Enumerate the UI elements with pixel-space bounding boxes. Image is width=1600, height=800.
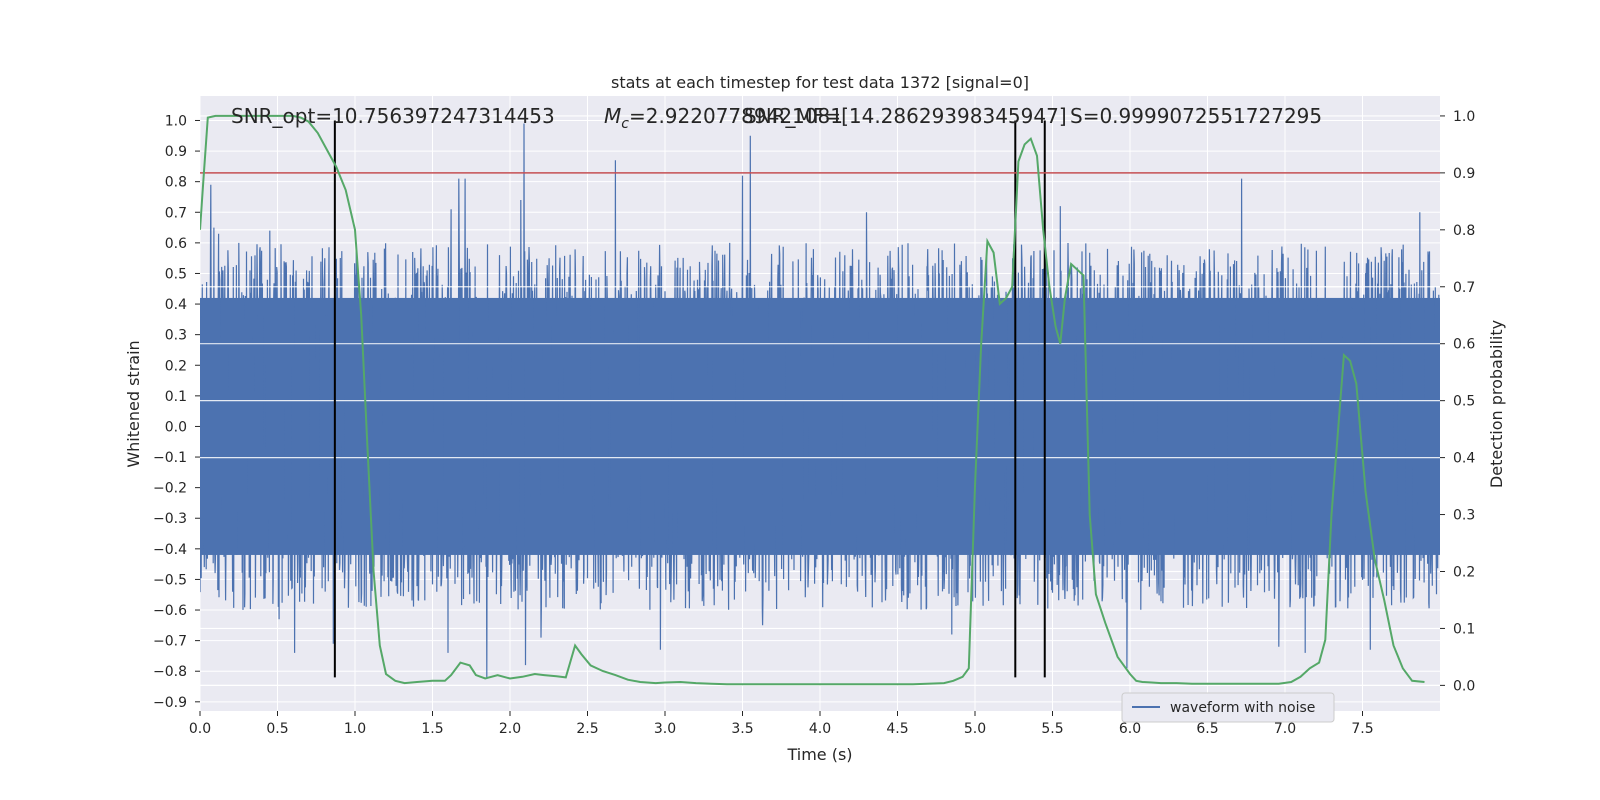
annotation-snr-opt: SNR_opt=10.756397247314453: [231, 104, 555, 128]
x-tick-label-13: 6.5: [1196, 721, 1218, 737]
y-left-tick-label-6: −0.3: [153, 511, 187, 527]
x-tick-label-0: 0.0: [189, 721, 211, 737]
y-left-tick-label-2: −0.7: [153, 634, 187, 650]
y-right-tick-label-0: 0.0: [1453, 678, 1475, 694]
annotation-mc: Mc=2.92207789421081: [604, 104, 843, 132]
y-right-tick-label-10: 1.0: [1453, 109, 1475, 125]
y-right-tick-label-7: 0.7: [1453, 280, 1475, 296]
chart-title: stats at each timestep for test data 137…: [611, 73, 1029, 92]
y-right-tick-label-6: 0.6: [1453, 337, 1475, 353]
y-right-tick-label-8: 0.8: [1453, 223, 1475, 239]
x-tick-label-3: 1.5: [421, 721, 443, 737]
annotation-s: S=0.9999072551727295: [1070, 104, 1322, 128]
y-left-tick-label-12: 0.3: [165, 328, 187, 344]
x-tick-label-8: 4.0: [809, 721, 831, 737]
x-tick-label-11: 5.5: [1041, 721, 1063, 737]
y-left-tick-label-8: −0.1: [153, 450, 187, 466]
y-left-tick-label-17: 0.8: [165, 175, 187, 191]
y-left-tick-label-16: 0.7: [165, 205, 187, 221]
annotation-mc-sub: c: [621, 116, 629, 132]
y-right-tick-label-9: 0.9: [1453, 166, 1475, 182]
x-tick-label-2: 1.0: [344, 721, 366, 737]
y-left-tick-label-3: −0.6: [153, 603, 187, 619]
y-right-tick-label-5: 0.5: [1453, 394, 1475, 410]
y-left-tick-label-10: 0.1: [165, 389, 187, 405]
x-axis-label: Time (s): [786, 745, 852, 764]
y-left-tick-label-18: 0.9: [165, 144, 187, 160]
annotation-mc-symbol: M: [604, 104, 621, 128]
legend-box: [1121, 692, 1335, 723]
x-tick-label-5: 2.5: [576, 721, 598, 737]
x-tick-label-12: 6.0: [1119, 721, 1141, 737]
x-tick-label-1: 0.5: [266, 721, 288, 737]
x-tick-label-9: 4.5: [886, 721, 908, 737]
legend: waveform with noise: [1121, 692, 1335, 723]
x-tick-label-14: 7.0: [1274, 721, 1296, 737]
x-tick-label-10: 5.0: [964, 721, 986, 737]
x-ticks: 0.0 0.5 1.0 1.5 2.0 2.5 3.0 3.5 4.0 4.5 5.0 5.5 6.0 6…: [189, 711, 1374, 737]
y-left-tick-label-15: 0.6: [165, 236, 187, 252]
annotation-mc-value: =2.92207789421081: [629, 104, 843, 128]
y-left-tick-label-7: −0.2: [153, 481, 187, 497]
y-left-tick-label-11: 0.2: [165, 358, 187, 374]
waveform-series: [200, 123, 1440, 678]
y-left-tick-label-4: −0.5: [153, 572, 187, 588]
x-tick-label-6: 3.0: [654, 721, 676, 737]
x-tick-label-15: 7.5: [1351, 721, 1373, 737]
y-right-tick-label-3: 0.3: [1453, 508, 1475, 524]
grid-overlay: [200, 286, 1440, 459]
y-left-tick-label-19: 1.0: [165, 113, 187, 129]
legend-label: waveform with noise: [1170, 700, 1315, 716]
y-left-tick-label-9: 0.0: [165, 419, 187, 435]
probability-series: [200, 114, 1425, 686]
y-ticks-left: −0.9 −0.8 −0.7 −0.6 −0.5 −0.4 −0.3 −0.2 −0.1 0.0 0…: [153, 113, 200, 711]
y-axis-label-right: Detection probability: [1487, 320, 1506, 488]
y-right-tick-label-4: 0.4: [1453, 451, 1475, 467]
x-tick-label-7: 3.5: [731, 721, 753, 737]
y-left-tick-label-5: −0.4: [153, 542, 187, 558]
y-left-tick-label-13: 0.4: [165, 297, 187, 313]
y-left-tick-label-1: −0.8: [153, 664, 187, 680]
y-ticks-right: 0.0 0.1 0.2 0.3 0.4 0.5 0.6 0.7 0.8 0.9 1.0: [1440, 109, 1475, 694]
x-tick-label-4: 2.0: [499, 721, 521, 737]
annotation-snr-mf: SNR_MF=[14.28629398345947]: [744, 104, 1067, 128]
y-right-tick-label-1: 0.1: [1453, 621, 1475, 637]
waveform-line: [200, 123, 1440, 678]
y-right-tick-label-2: 0.2: [1453, 564, 1475, 580]
y-axis-label-left: Whitened strain: [124, 340, 143, 467]
probability-line: [200, 114, 1425, 686]
y-left-tick-label-14: 0.5: [165, 266, 187, 282]
y-left-tick-label-0: −0.9: [153, 695, 187, 711]
